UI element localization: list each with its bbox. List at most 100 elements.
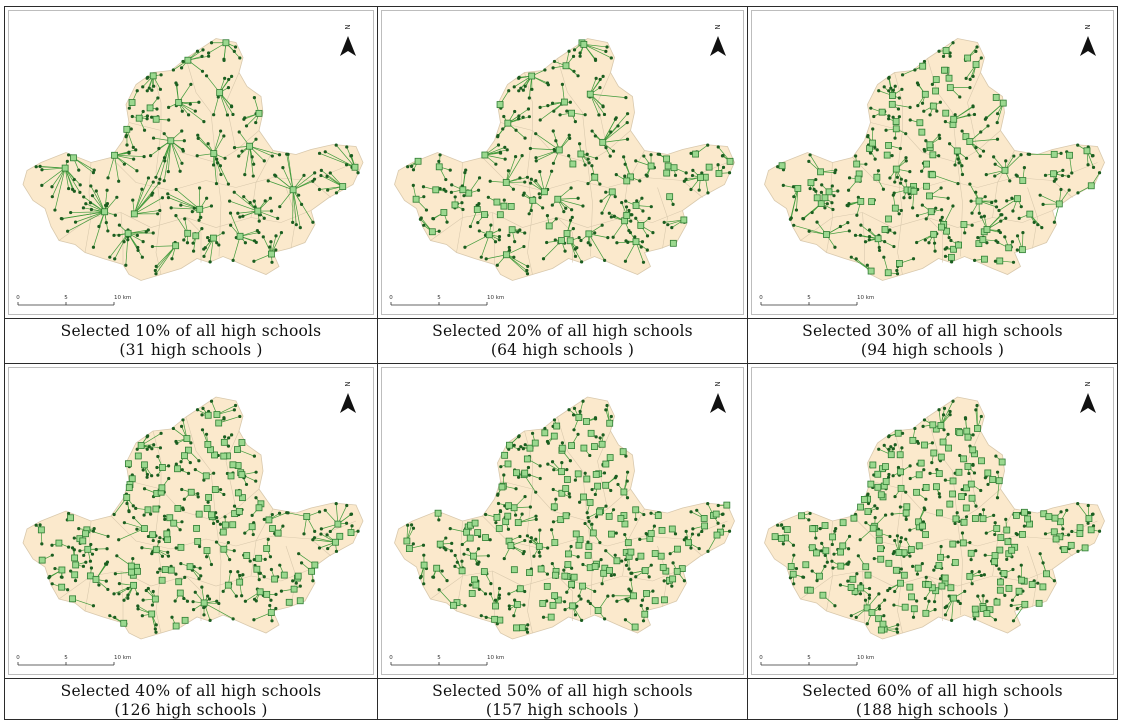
- demand-point: [169, 206, 173, 210]
- demand-point: [201, 406, 205, 410]
- demand-point: [964, 76, 968, 80]
- demand-point: [151, 538, 155, 543]
- demand-point: [623, 174, 627, 178]
- school-marker: [663, 169, 671, 177]
- assignment-link: [178, 102, 205, 122]
- school-marker: [895, 549, 903, 556]
- demand-point: [721, 512, 725, 516]
- demand-point: [117, 538, 121, 542]
- demand-point: [146, 586, 150, 591]
- demand-point: [1010, 240, 1015, 244]
- demand-point: [90, 194, 95, 198]
- school-marker: [521, 469, 529, 477]
- demand-point: [915, 599, 919, 603]
- demand-point: [624, 563, 629, 568]
- demand-point: [523, 180, 527, 184]
- demand-point: [921, 424, 925, 428]
- demand-point: [668, 552, 672, 556]
- school-marker: [473, 206, 481, 213]
- demand-point: [516, 475, 521, 479]
- demand-point: [691, 527, 695, 531]
- demand-point: [893, 136, 897, 140]
- demand-point: [262, 216, 266, 220]
- demand-point: [551, 66, 555, 70]
- demand-point: [219, 129, 223, 133]
- school-marker: [289, 186, 297, 194]
- school-marker: [723, 501, 731, 509]
- demand-point: [833, 171, 837, 175]
- demand-point: [593, 231, 597, 235]
- demand-point: [551, 161, 556, 165]
- school-marker: [1087, 526, 1095, 534]
- demand-point: [204, 432, 209, 436]
- demand-point: [193, 109, 197, 113]
- assignment-link: [335, 503, 339, 525]
- school-marker: [783, 526, 791, 533]
- demand-point: [908, 105, 912, 110]
- school-marker: [892, 125, 900, 133]
- demand-point: [505, 148, 509, 152]
- demand-point: [105, 188, 109, 192]
- school-marker: [991, 558, 998, 566]
- demand-point: [895, 175, 900, 179]
- district-line: [524, 430, 533, 489]
- demand-point: [140, 255, 144, 259]
- demand-point: [171, 426, 175, 431]
- school-marker: [960, 221, 968, 228]
- demand-point: [317, 151, 322, 155]
- school-marker: [514, 519, 522, 527]
- demand-point: [833, 604, 837, 608]
- school-marker: [502, 251, 510, 259]
- assignment-link: [64, 167, 75, 192]
- demand-point: [174, 214, 178, 218]
- demand-point: [125, 501, 129, 506]
- school-marker: [864, 508, 872, 515]
- school-marker: [666, 193, 674, 201]
- school-marker: [596, 508, 603, 516]
- demand-point: [867, 238, 871, 242]
- school-marker: [789, 570, 797, 578]
- demand-point: [521, 447, 525, 451]
- demand-point: [502, 556, 506, 561]
- school-marker: [128, 475, 136, 483]
- school-marker: [256, 588, 264, 596]
- demand-point: [1010, 598, 1015, 602]
- demand-point: [230, 74, 234, 78]
- demand-point: [877, 89, 881, 93]
- demand-point: [611, 594, 615, 598]
- demand-point: [900, 431, 905, 435]
- demand-point: [499, 465, 503, 469]
- demand-point: [199, 574, 203, 578]
- demand-point: [269, 240, 273, 244]
- map-panel-30pct: N 0 5 10 km: [747, 6, 1118, 319]
- demand-point: [72, 536, 76, 540]
- school-marker: [1004, 538, 1012, 546]
- demand-point: [587, 519, 591, 523]
- demand-point: [163, 517, 167, 521]
- demand-point: [127, 106, 131, 110]
- school-marker: [933, 483, 940, 491]
- demand-point: [869, 106, 873, 110]
- demand-point: [262, 159, 266, 163]
- demand-point: [937, 408, 941, 412]
- school-marker: [1003, 526, 1011, 534]
- school-marker: [280, 571, 288, 579]
- school-marker: [924, 581, 932, 589]
- school-marker: [239, 494, 246, 502]
- demand-point: [150, 244, 155, 249]
- school-marker: [86, 572, 94, 580]
- demand-point: [496, 143, 501, 147]
- demand-point: [218, 164, 223, 168]
- assignment-link: [93, 211, 105, 248]
- demand-point: [922, 59, 927, 64]
- demand-point: [573, 247, 577, 251]
- school-marker: [508, 226, 516, 234]
- school-marker: [481, 211, 488, 218]
- scale-bar: 0 5 10 km: [389, 295, 504, 306]
- demand-point: [179, 561, 183, 566]
- demand-point: [493, 598, 498, 602]
- district-line: [927, 575, 943, 621]
- school-marker: [673, 567, 681, 575]
- demand-point: [904, 537, 908, 541]
- scale-bar: 0 5 10 km: [759, 295, 874, 306]
